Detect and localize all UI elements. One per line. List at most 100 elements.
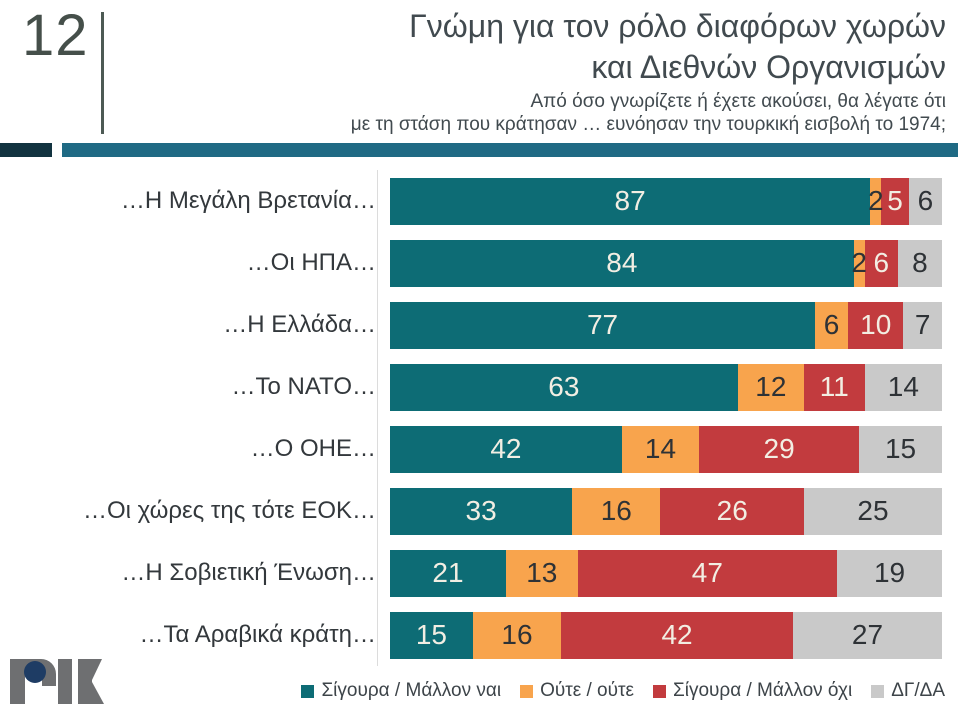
segment-value: 7 (914, 309, 931, 340)
bar-segment: 14 (864, 363, 942, 411)
segment-value: 42 (661, 619, 693, 650)
bar-segment: 16 (572, 487, 661, 535)
bar-segment: 84 (390, 239, 854, 287)
segment-value: 77 (586, 309, 619, 340)
category-label: …Ο ΟΗΕ… (250, 435, 376, 462)
category-label: …Οι χώρες της τότε ΕΟΚ… (82, 497, 376, 524)
slide-title-line-2: και Διεθνών Οργανισμών (591, 48, 946, 85)
bar-segment: 42 (390, 425, 622, 473)
segment-value: 63 (548, 371, 580, 402)
segment-value: 13 (526, 557, 558, 588)
bar-row: …Οι ΗΠΑ… 84 2 6 8 (0, 232, 942, 294)
legend-label: Σίγουρα / Μάλλον όχι (673, 680, 853, 701)
segment-value: 6 (823, 309, 840, 340)
bar-segment: 47 (577, 549, 838, 597)
segment-value: 15 (884, 433, 917, 464)
segment-value: 6 (873, 247, 890, 278)
legend-label: Ούτε / ούτε (540, 680, 634, 701)
bar-segment: 19 (837, 549, 942, 597)
header-accent-bar-teal (62, 143, 958, 157)
bar-segment: 11 (803, 363, 865, 411)
bar-track: 33 16 26 25 (390, 487, 942, 535)
bar-segment: 5 (881, 177, 909, 225)
category-label: …Τα Αραβικά κράτη… (139, 621, 376, 648)
bar-segment: 77 (390, 301, 816, 349)
bar-segment: 12 (737, 363, 804, 411)
chart-legend: Σίγουρα / Μάλλον ναι Ούτε / ούτε Σίγουρα /… (0, 680, 945, 702)
segment-value: 10 (860, 309, 892, 340)
legend-item: Ούτε / ούτε (520, 680, 634, 702)
title-divider-line (101, 12, 104, 134)
bar-segment: 13 (505, 549, 578, 597)
segment-value: 87 (614, 185, 646, 216)
bar-segment: 7 (903, 301, 942, 349)
segment-value: 15 (415, 619, 447, 650)
bar-row: …Η Ελλάδα… 77 6 10 7 (0, 294, 942, 356)
rik-logo (10, 659, 104, 704)
segment-value: 11 (819, 371, 849, 402)
bar-segment: 2 (851, 239, 867, 287)
slide-title-line-1: Γνώμη για τον ρόλο διαφόρων χωρών (409, 8, 946, 44)
segment-value: 19 (873, 557, 906, 588)
bar-segment: 10 (848, 301, 904, 349)
bar-row: …Η Μεγάλη Βρετανία… 87 2 5 6 (0, 170, 942, 232)
segment-value: 25 (857, 495, 889, 526)
legend-marker-icon (520, 684, 534, 698)
bar-segment: 15 (390, 611, 473, 659)
title-block: Γνώμη για τον ρόλο διαφόρων χωρών και Δι… (180, 6, 946, 137)
bar-row: …Οι χώρες της τότε ΕΟΚ… 33 16 26 25 (0, 480, 942, 542)
segment-value: 27 (851, 619, 884, 650)
segment-value: 5 (887, 185, 903, 216)
slide-subtitle-line-2: με τη στάση που κράτησαν … ευνόησαν την … (350, 114, 946, 136)
bar-segment: 63 (390, 363, 738, 411)
legend-label: Σίγουρα / Μάλλον ναι (321, 680, 502, 701)
segment-value: 47 (691, 557, 723, 588)
bar-track: 77 6 10 7 (390, 301, 942, 349)
header-accent-bar-navy (0, 143, 52, 157)
bar-segment: 87 (390, 177, 871, 225)
segment-value: 33 (465, 495, 497, 526)
segment-value: 26 (716, 495, 748, 526)
legend-marker-icon (871, 684, 885, 698)
bar-segment: 6 (815, 301, 849, 349)
segment-value: 14 (644, 433, 677, 464)
slide-subtitle-line-1: Από όσο γνωρίζετε ή έχετε ακούσει, θα λέ… (530, 91, 947, 113)
segment-value: 14 (887, 371, 919, 402)
segment-value: 84 (606, 247, 638, 278)
bar-segment: 26 (660, 487, 804, 535)
category-label: …Το ΝΑΤΟ… (231, 373, 377, 400)
segment-value: 6 (917, 185, 934, 216)
bar-segment: 6 (864, 239, 898, 287)
segment-value: 29 (763, 433, 795, 464)
bar-track: 15 16 42 27 (390, 611, 942, 659)
rik-logo-dot (24, 661, 46, 683)
category-label: …Η Ελλάδα… (223, 311, 376, 338)
bar-segment: 42 (561, 611, 793, 659)
slide-number: 12 (22, 3, 89, 68)
legend-item: ΔΓ/ΔΑ (871, 680, 945, 702)
bar-track: 21 13 47 19 (390, 549, 942, 597)
bar-segment: 27 (792, 611, 942, 659)
legend-marker-icon (653, 684, 666, 698)
slide-subtitle: Από όσο γνωρίζετε ή έχετε ακούσει, θα λέ… (180, 90, 946, 136)
segment-value: 42 (490, 433, 522, 464)
segment-value: 2 (851, 247, 867, 278)
legend-marker-icon (301, 684, 315, 698)
bar-row: …Ο ΟΗΕ… 42 14 29 15 (0, 418, 942, 480)
bar-segment: 16 (472, 611, 562, 659)
bar-track: 63 12 11 14 (390, 363, 942, 411)
legend-label: ΔΓ/ΔΑ (891, 680, 945, 701)
category-label: …Οι ΗΠΑ… (246, 249, 376, 276)
bar-segment: 25 (803, 487, 942, 535)
bar-chart: …Η Μεγάλη Βρετανία… 87 2 5 6 …Οι ΗΠΑ… 84 2 6 8 …Η … (0, 170, 942, 666)
bar-segment: 8 (897, 239, 942, 287)
bar-segment: 14 (621, 425, 700, 473)
category-axis-line (377, 170, 378, 666)
segment-value: 21 (432, 557, 464, 588)
bar-row: …Η Σοβιετική Ένωση… 21 13 47 19 (0, 542, 942, 604)
bar-track: 42 14 29 15 (390, 425, 942, 473)
bar-track: 87 2 5 6 (390, 177, 942, 225)
legend-item: Σίγουρα / Μάλλον όχι (653, 680, 852, 702)
segment-value: 12 (755, 371, 787, 402)
bar-segment: 33 (390, 487, 573, 535)
